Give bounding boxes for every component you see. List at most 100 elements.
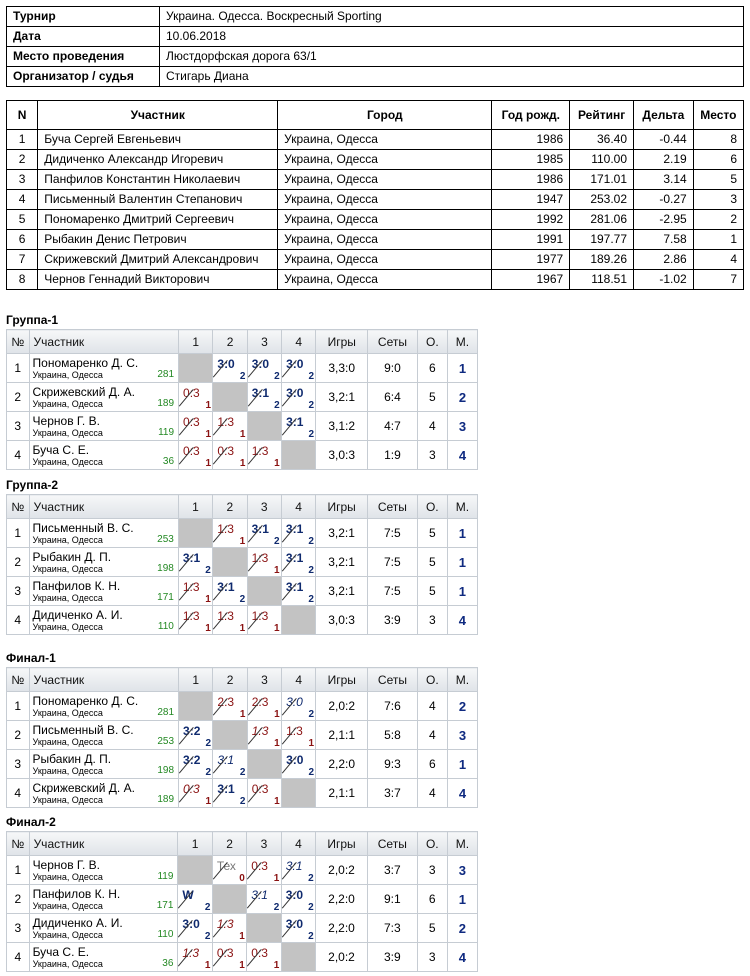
match-score-cell[interactable]: W2 bbox=[177, 884, 213, 914]
place-cell: 3 bbox=[446, 720, 479, 750]
player-name[interactable]: Панфилов К. Н. bbox=[32, 886, 121, 901]
match-score-cell[interactable]: 2:3 1 bbox=[246, 691, 283, 721]
player-cell: Дидиченко А. И. Украина, Одесса 110 bbox=[28, 913, 179, 943]
match-score-cell[interactable]: 3:1 2 bbox=[212, 749, 248, 779]
match-score-cell[interactable]: 3:1 2 bbox=[280, 855, 317, 885]
match-score-cell[interactable]: 3:2 2 bbox=[178, 749, 214, 779]
player-city: Украина, Одесса bbox=[32, 765, 103, 776]
row-number: 1 bbox=[6, 518, 30, 548]
player-name[interactable]: Чернов Г. В. bbox=[32, 413, 100, 428]
player-rating: 281 bbox=[157, 369, 175, 380]
group-header: 4 bbox=[281, 667, 317, 692]
player-name[interactable]: Письменный В. С. bbox=[32, 520, 134, 535]
group-header: 4 bbox=[280, 831, 317, 856]
match-score-cell[interactable]: 0:3 1 bbox=[246, 778, 283, 808]
match-points: 1 bbox=[274, 458, 280, 469]
player-name[interactable]: Дидиченко А. И. bbox=[32, 607, 123, 622]
place-cell: 2 bbox=[446, 913, 479, 943]
match-score-cell[interactable]: 1:31 bbox=[246, 605, 282, 635]
participants-header: Дельта bbox=[633, 100, 694, 130]
match-score-cell[interactable]: 3:1 2 bbox=[281, 411, 317, 441]
points-cell: 3 bbox=[416, 942, 448, 972]
player-name[interactable]: Буча С. Е. bbox=[32, 442, 90, 457]
match-score-cell[interactable]: 3:1 2 bbox=[212, 778, 248, 808]
player-rating: 281 bbox=[157, 707, 175, 718]
match-score-cell[interactable]: Тех 0 bbox=[211, 855, 248, 885]
match-points: 1 bbox=[239, 458, 246, 469]
match-points: 2 bbox=[274, 400, 280, 411]
match-score-cell[interactable]: 1:31 bbox=[246, 547, 282, 577]
player-name[interactable]: Пономаренко Д. С. bbox=[32, 355, 139, 370]
match-score-cell[interactable]: 3:0 2 bbox=[177, 913, 213, 943]
match-score-cell[interactable]: 0:3 1 bbox=[212, 440, 248, 470]
match-score-cell[interactable]: 3:0 2 bbox=[281, 691, 317, 721]
match-score-cell[interactable]: 3:0 2 bbox=[280, 884, 317, 914]
player-name[interactable]: Письменный В. С. bbox=[32, 722, 134, 737]
match-points: 2 bbox=[239, 371, 246, 382]
info-row: Организатор / судья Стигарь Диана bbox=[6, 66, 744, 87]
player-name[interactable]: Рыбакин Д. П. bbox=[32, 549, 112, 564]
self-cell bbox=[246, 749, 283, 779]
group-row: 1 Пономаренко Д. С. Украина, Одесса 281 2:3 1… bbox=[6, 691, 479, 721]
match-score-cell[interactable]: 3:1 2 bbox=[280, 518, 317, 548]
match-score-cell[interactable]: 0:3 1 bbox=[211, 942, 248, 972]
match-score-cell[interactable]: 3:0 2 bbox=[212, 353, 248, 383]
match-score-cell[interactable]: 3:1 2 bbox=[280, 547, 317, 577]
match-score-cell[interactable]: 0:3 1 bbox=[178, 778, 214, 808]
match-score-cell[interactable]: 0:3 1 bbox=[178, 382, 214, 412]
match-score-cell[interactable]: 3:1 2 bbox=[212, 576, 248, 606]
match-score-cell[interactable]: 3:0 2 bbox=[280, 913, 317, 943]
group-header: 2 bbox=[212, 329, 248, 354]
player-name[interactable]: Скрижевский Д. А. bbox=[32, 780, 135, 795]
games-cell: 3,0:3 bbox=[315, 440, 369, 470]
player-rating: 119 bbox=[157, 871, 174, 882]
match-score-cell[interactable]: 0:3 1 bbox=[246, 855, 282, 885]
match-score-cell[interactable]: 3:1 2 bbox=[246, 884, 282, 914]
match-points: 2 bbox=[308, 767, 315, 778]
match-score-cell[interactable]: 0:3 1 bbox=[178, 411, 214, 441]
match-score-cell[interactable]: 3:0 2 bbox=[281, 353, 317, 383]
score-box: 0:3 1 bbox=[178, 779, 214, 807]
player-name[interactable]: Буча С. Е. bbox=[32, 944, 90, 959]
player-name[interactable]: Дидиченко А. И. bbox=[32, 915, 123, 930]
player-name[interactable]: Рыбакин Д. П. bbox=[32, 751, 112, 766]
player-name[interactable]: Чернов Г. В. bbox=[32, 857, 100, 872]
match-score-cell[interactable]: 0:3 1 bbox=[178, 440, 214, 470]
match-score-cell[interactable]: 3:1 2 bbox=[246, 518, 282, 548]
place-cell: 4 bbox=[446, 778, 479, 808]
match-score-cell[interactable]: 3:2 2 bbox=[178, 720, 214, 750]
table-row: 3 Панфилов Константин Николаевич Украина, … bbox=[5, 169, 745, 190]
match-score-cell[interactable]: 3:1 2 bbox=[177, 547, 214, 577]
place-cell: 1 bbox=[446, 547, 479, 577]
player-name[interactable]: Пономаренко Д. С. bbox=[32, 693, 139, 708]
player-name[interactable]: Скрижевский Д. А. bbox=[32, 384, 135, 399]
player-city: Украина, Одесса bbox=[32, 456, 103, 467]
match-score-cell[interactable]: 3:1 2 bbox=[280, 576, 317, 606]
match-score-cell[interactable]: 0:3 1 bbox=[246, 942, 282, 972]
player-cell: Скрижевский Д. А. Украина, Одесса 189 bbox=[28, 382, 180, 412]
match-score-cell[interactable]: 3:0 2 bbox=[246, 353, 283, 383]
match-score-cell[interactable]: 3:0 2 bbox=[281, 749, 317, 779]
match-score-cell[interactable]: 2:3 1 bbox=[212, 691, 248, 721]
group-block: Группа-2 № Участник 1 2 3 4 Игры Сеты О. М. 1 Письме… bbox=[6, 476, 479, 635]
match-score-cell[interactable]: 3:1 2 bbox=[246, 382, 283, 412]
games-cell: 2,2:0 bbox=[315, 749, 369, 779]
group-block: Финал-1 № Участник 1 2 3 4 Игры Сеты О. М. 1 Пономар… bbox=[6, 649, 479, 808]
row-number: 3 bbox=[6, 576, 30, 606]
participants-cell: Украина, Одесса bbox=[277, 229, 493, 250]
group-row: 4 Дидиченко А. И. Украина, Одесса 110 1:3 1 1:… bbox=[6, 605, 479, 635]
match-score-cell[interactable]: 3:0 2 bbox=[281, 382, 317, 412]
player-name[interactable]: Панфилов К. Н. bbox=[32, 578, 121, 593]
